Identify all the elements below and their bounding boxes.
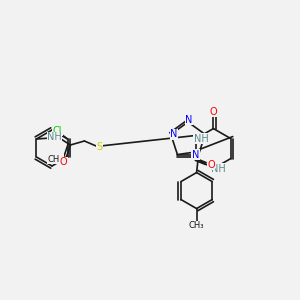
Text: CH₃: CH₃	[189, 221, 204, 230]
Text: NH: NH	[47, 132, 62, 142]
Text: S: S	[96, 142, 103, 152]
Text: N: N	[192, 150, 199, 160]
Text: N: N	[170, 129, 178, 140]
Text: Cl: Cl	[53, 126, 62, 136]
Text: O: O	[210, 106, 217, 117]
Text: N: N	[185, 115, 193, 125]
Text: O: O	[60, 157, 67, 167]
Text: NH: NH	[211, 164, 226, 174]
Text: NH: NH	[194, 134, 208, 144]
Text: CH₃: CH₃	[48, 154, 63, 164]
Text: O: O	[207, 160, 215, 170]
